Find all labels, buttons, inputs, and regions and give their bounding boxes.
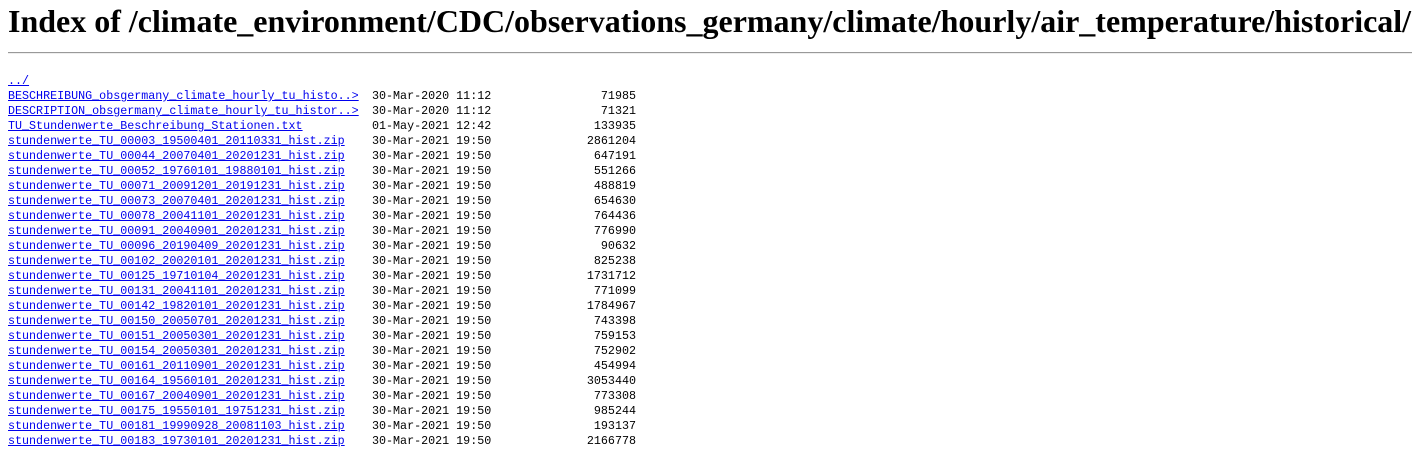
file-date: 30-Mar-2021 19:50 [372, 419, 492, 433]
file-size: 776990 [593, 224, 636, 238]
file-date: 30-Mar-2021 19:50 [372, 299, 492, 313]
file-size: 133935 [593, 119, 636, 133]
file-date: 30-Mar-2021 19:50 [372, 389, 492, 403]
file-size: 752902 [593, 344, 636, 358]
file-link[interactable]: stundenwerte_TU_00167_20040901_20201231_… [8, 389, 345, 403]
file-link[interactable]: stundenwerte_TU_00003_19500401_20110331_… [8, 134, 345, 148]
file-size: 985244 [593, 404, 636, 418]
file-link[interactable]: stundenwerte_TU_00164_19560101_20201231_… [8, 374, 345, 388]
file-size: 2166778 [586, 434, 636, 448]
file-size: 551266 [593, 164, 636, 178]
file-size: 193137 [593, 419, 636, 433]
file-link[interactable]: stundenwerte_TU_00142_19820101_20201231_… [8, 299, 345, 313]
file-date: 30-Mar-2021 19:50 [372, 239, 492, 253]
file-link[interactable]: stundenwerte_TU_00096_20190409_20201231_… [8, 239, 345, 253]
file-date: 30-Mar-2021 19:50 [372, 134, 492, 148]
file-date: 30-Mar-2021 19:50 [372, 209, 492, 223]
file-link[interactable]: DESCRIPTION_obsgermany_climate_hourly_tu… [8, 104, 359, 118]
file-date: 30-Mar-2021 19:50 [372, 434, 492, 448]
file-link[interactable]: stundenwerte_TU_00150_20050701_20201231_… [8, 314, 345, 328]
file-date: 30-Mar-2021 19:50 [372, 344, 492, 358]
file-size: 1731712 [586, 269, 636, 283]
file-date: 30-Mar-2021 19:50 [372, 359, 492, 373]
file-date: 30-Mar-2021 19:50 [372, 269, 492, 283]
file-size: 90632 [600, 239, 636, 253]
file-size: 71985 [600, 89, 636, 103]
file-link[interactable]: BESCHREIBUNG_obsgermany_climate_hourly_t… [8, 89, 359, 103]
file-size: 743398 [593, 314, 636, 328]
parent-link[interactable]: ../ [8, 74, 30, 88]
file-date: 30-Mar-2021 19:50 [372, 254, 492, 268]
file-size: 773308 [593, 389, 636, 403]
file-size: 1784967 [586, 299, 636, 313]
file-link[interactable]: stundenwerte_TU_00154_20050301_20201231_… [8, 344, 345, 358]
file-link[interactable]: stundenwerte_TU_00151_20050301_20201231_… [8, 329, 345, 343]
file-size: 71321 [600, 104, 636, 118]
file-date: 30-Mar-2021 19:50 [372, 284, 492, 298]
file-link[interactable]: TU_Stundenwerte_Beschreibung_Stationen.t… [8, 119, 303, 133]
file-link[interactable]: stundenwerte_TU_00131_20041101_20201231_… [8, 284, 345, 298]
file-size: 771099 [593, 284, 636, 298]
file-size: 825238 [593, 254, 636, 268]
file-date: 30-Mar-2021 19:50 [372, 149, 492, 163]
file-link[interactable]: stundenwerte_TU_00175_19550101_19751231_… [8, 404, 345, 418]
file-date: 30-Mar-2021 19:50 [372, 329, 492, 343]
file-date: 30-Mar-2020 11:12 [372, 89, 492, 103]
file-link[interactable]: stundenwerte_TU_00091_20040901_20201231_… [8, 224, 345, 238]
file-link[interactable]: stundenwerte_TU_00125_19710104_20201231_… [8, 269, 345, 283]
file-size: 454994 [593, 359, 636, 373]
file-link[interactable]: stundenwerte_TU_00183_19730101_20201231_… [8, 434, 345, 448]
file-date: 30-Mar-2021 19:50 [372, 314, 492, 328]
file-size: 2861204 [586, 134, 636, 148]
file-date: 01-May-2021 12:42 [372, 119, 492, 133]
file-date: 30-Mar-2021 19:50 [372, 164, 492, 178]
file-link[interactable]: stundenwerte_TU_00073_20070401_20201231_… [8, 194, 345, 208]
file-link[interactable]: stundenwerte_TU_00102_20020101_20201231_… [8, 254, 345, 268]
file-size: 764436 [593, 209, 636, 223]
file-link[interactable]: stundenwerte_TU_00078_20041101_20201231_… [8, 209, 345, 223]
file-date: 30-Mar-2021 19:50 [372, 374, 492, 388]
divider [8, 52, 1412, 54]
file-size: 759153 [593, 329, 636, 343]
file-link[interactable]: stundenwerte_TU_00161_20110901_20201231_… [8, 359, 345, 373]
file-date: 30-Mar-2021 19:50 [372, 194, 492, 208]
file-link[interactable]: stundenwerte_TU_00071_20091201_20191231_… [8, 179, 345, 193]
file-size: 488819 [593, 179, 636, 193]
file-date: 30-Mar-2021 19:50 [372, 224, 492, 238]
file-date: 30-Mar-2020 11:12 [372, 104, 492, 118]
file-link[interactable]: stundenwerte_TU_00181_19990928_20081103_… [8, 419, 345, 433]
page-title: Index of /climate_environment/CDC/observ… [8, 3, 1412, 39]
file-date: 30-Mar-2021 19:50 [372, 404, 492, 418]
file-link[interactable]: stundenwerte_TU_00052_19760101_19880101_… [8, 164, 345, 178]
file-size: 3053440 [586, 374, 636, 388]
file-size: 654630 [593, 194, 636, 208]
file-date: 30-Mar-2021 19:50 [372, 179, 492, 193]
file-size: 647191 [593, 149, 636, 163]
file-link[interactable]: stundenwerte_TU_00044_20070401_20201231_… [8, 149, 345, 163]
